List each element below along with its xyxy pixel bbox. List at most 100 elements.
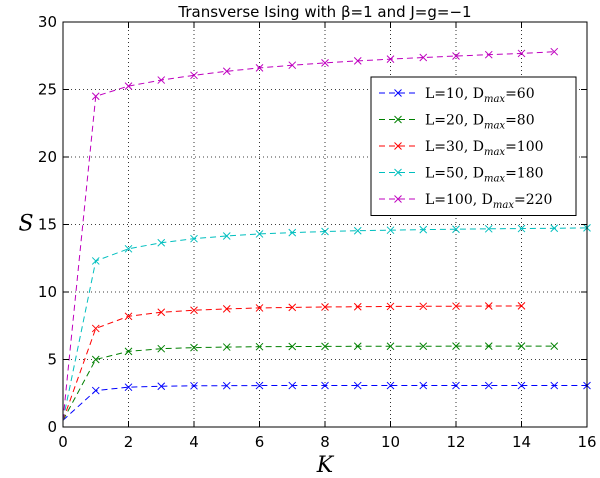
data-point	[124, 312, 133, 321]
legend-box	[370, 76, 577, 216]
y-tick-label: 0	[47, 418, 57, 436]
data-point	[321, 381, 329, 390]
data-point	[353, 57, 362, 65]
data-point	[550, 342, 559, 350]
x-tick-label: 10	[381, 433, 400, 451]
data-point	[288, 228, 297, 237]
x-tick-label: 4	[189, 433, 199, 451]
data-point	[452, 381, 460, 390]
data-point	[124, 347, 133, 356]
data-point	[222, 381, 231, 390]
legend-entry: L=10, Dmax=60	[379, 86, 535, 105]
data-point	[255, 230, 264, 238]
data-point	[484, 342, 493, 350]
data-point	[124, 82, 133, 90]
legend-marker	[394, 195, 402, 203]
data-point	[517, 49, 526, 58]
data-point	[91, 324, 100, 333]
legend-entry: L=30, Dmax=100	[379, 139, 544, 158]
x-tick-label: 12	[446, 433, 465, 451]
legend-label: L=10, Dmax=60	[425, 86, 535, 105]
data-point	[386, 342, 395, 351]
x-tick-label: 16	[577, 433, 596, 451]
data-point	[222, 305, 231, 313]
data-point	[91, 386, 100, 395]
data-point	[419, 225, 428, 234]
data-point	[91, 92, 100, 101]
legend-marker	[394, 89, 402, 97]
data-point	[484, 381, 493, 390]
data-point	[190, 71, 198, 80]
data-point	[288, 381, 297, 390]
data-point	[321, 227, 329, 236]
data-point	[386, 55, 395, 63]
data-point	[190, 234, 198, 243]
x-tick-label: 14	[512, 433, 531, 451]
series-2	[62, 342, 559, 421]
x-axis-label: K	[316, 453, 335, 478]
data-point	[419, 381, 428, 390]
y-tick-label: 15	[38, 216, 57, 234]
data-point	[124, 383, 133, 392]
data-point	[550, 47, 559, 56]
data-point	[484, 50, 493, 59]
data-point	[157, 76, 166, 84]
legend-marker	[394, 168, 402, 177]
data-point	[157, 308, 166, 317]
data-point	[550, 381, 559, 390]
data-point	[190, 306, 198, 315]
series-layer	[62, 47, 591, 421]
data-point	[321, 59, 329, 67]
data-point	[255, 64, 264, 72]
data-point	[157, 344, 166, 353]
data-point	[321, 342, 329, 351]
data-point	[353, 381, 362, 390]
data-point	[484, 302, 493, 310]
legend-label: L=50, Dmax=180	[425, 166, 544, 185]
series-line	[62, 305, 522, 421]
data-point	[419, 53, 428, 62]
data-point	[484, 224, 493, 233]
data-point	[517, 224, 526, 233]
x-tick-label: 0	[58, 433, 68, 451]
data-point	[517, 342, 526, 350]
y-tick-label: 10	[38, 283, 57, 301]
data-point	[353, 302, 362, 311]
data-point	[452, 52, 460, 60]
data-point	[288, 303, 297, 312]
series-5	[62, 47, 559, 421]
y-tick-label: 25	[38, 81, 57, 99]
data-point	[157, 382, 166, 391]
legend-label: L=30, Dmax=100	[425, 139, 544, 158]
data-point	[222, 343, 231, 351]
data-point	[255, 342, 264, 351]
legend-marker	[394, 142, 402, 150]
legend: L=10, Dmax=60 L=20, Dmax=80 L=30, Dmax=100…	[370, 76, 577, 216]
data-point	[419, 342, 428, 351]
data-point	[452, 302, 460, 311]
x-tick-label: 8	[320, 433, 330, 451]
data-point	[222, 232, 231, 240]
data-point	[288, 61, 297, 70]
data-point	[550, 224, 559, 233]
data-point	[517, 381, 526, 390]
data-point	[452, 225, 460, 234]
chart-title: Transverse Ising with β=1 and J=g=−1	[177, 3, 471, 21]
data-point	[255, 304, 264, 312]
legend-label: L=20, Dmax=80	[425, 113, 535, 132]
data-point	[386, 226, 395, 235]
data-point	[353, 226, 362, 235]
legend-label: L=100, Dmax=220	[425, 192, 552, 211]
data-point	[452, 342, 460, 350]
series-line	[62, 345, 555, 421]
series-line	[62, 51, 555, 421]
data-point	[353, 342, 362, 351]
x-tick-label: 6	[255, 433, 265, 451]
legend-entry: L=20, Dmax=80	[379, 113, 535, 132]
data-point	[321, 303, 329, 311]
y-tick-label: 20	[38, 148, 57, 166]
data-point	[255, 381, 264, 390]
y-tick-label: 30	[38, 13, 57, 31]
